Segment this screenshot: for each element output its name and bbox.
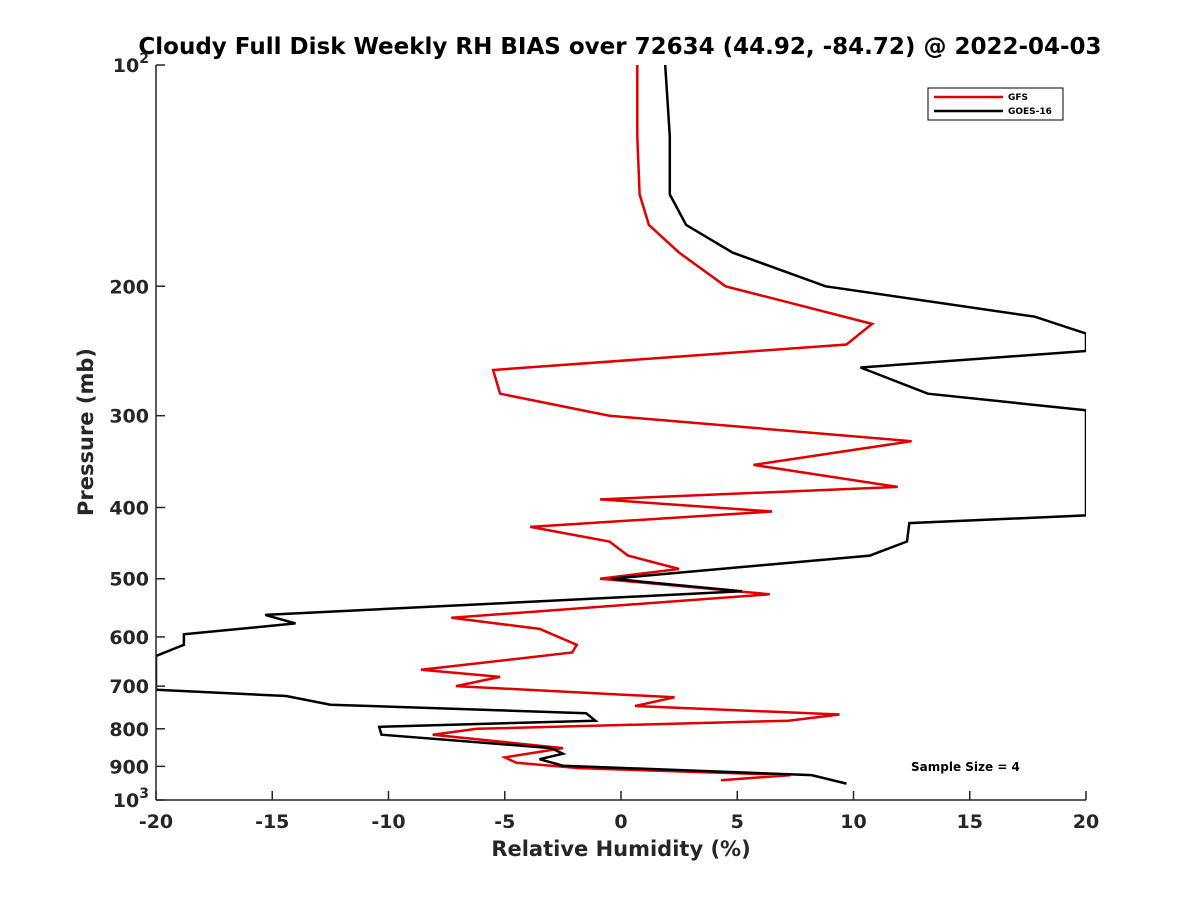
y-tick-label: 400 — [109, 498, 149, 520]
x-ticks: -20 -15 -10 -5 0 5 10 15 20 — [139, 791, 1099, 833]
legend: GFS GOES-16 — [927, 87, 1064, 121]
y-tick-label: 103 — [113, 786, 149, 812]
y-tick-label: 600 — [109, 627, 149, 649]
legend-label-gfs: GFS — [1008, 93, 1028, 103]
y-tick-label: 900 — [109, 756, 149, 778]
legend-box — [927, 87, 1064, 121]
y-ticks: 102 200 300 400 500 600 700 800 900 103 — [109, 51, 165, 812]
y-tick-label: 800 — [109, 719, 149, 741]
x-tick-label: 20 — [1073, 811, 1099, 833]
x-tick-label: 15 — [957, 811, 983, 833]
series-layer — [156, 65, 1086, 785]
y-tick-label: 500 — [109, 569, 149, 591]
x-tick-label: -10 — [371, 811, 405, 833]
legend-label-goes16: GOES-16 — [1008, 107, 1052, 117]
x-tick-label: -15 — [255, 811, 289, 833]
chart-title: Cloudy Full Disk Weekly RH BIAS over 726… — [138, 34, 1101, 60]
sample-size-annotation: Sample Size = 4 — [911, 760, 1020, 774]
series-line-gfs — [420, 65, 912, 782]
x-tick-label: -5 — [494, 811, 515, 833]
x-tick-label: 10 — [840, 811, 866, 833]
x-axis-title: Relative Humidity (%) — [491, 837, 750, 861]
y-axis-title: Pressure (mb) — [74, 348, 98, 516]
x-tick-label: 0 — [614, 811, 627, 833]
y-tick-label: 102 — [113, 51, 149, 77]
y-tick-label: 700 — [109, 676, 149, 698]
x-tick-label: -20 — [139, 811, 173, 833]
y-tick-label: 200 — [109, 276, 149, 298]
y-tick-label: 300 — [109, 406, 149, 428]
x-tick-label: 5 — [731, 811, 744, 833]
series-line-goes16 — [156, 65, 1086, 785]
